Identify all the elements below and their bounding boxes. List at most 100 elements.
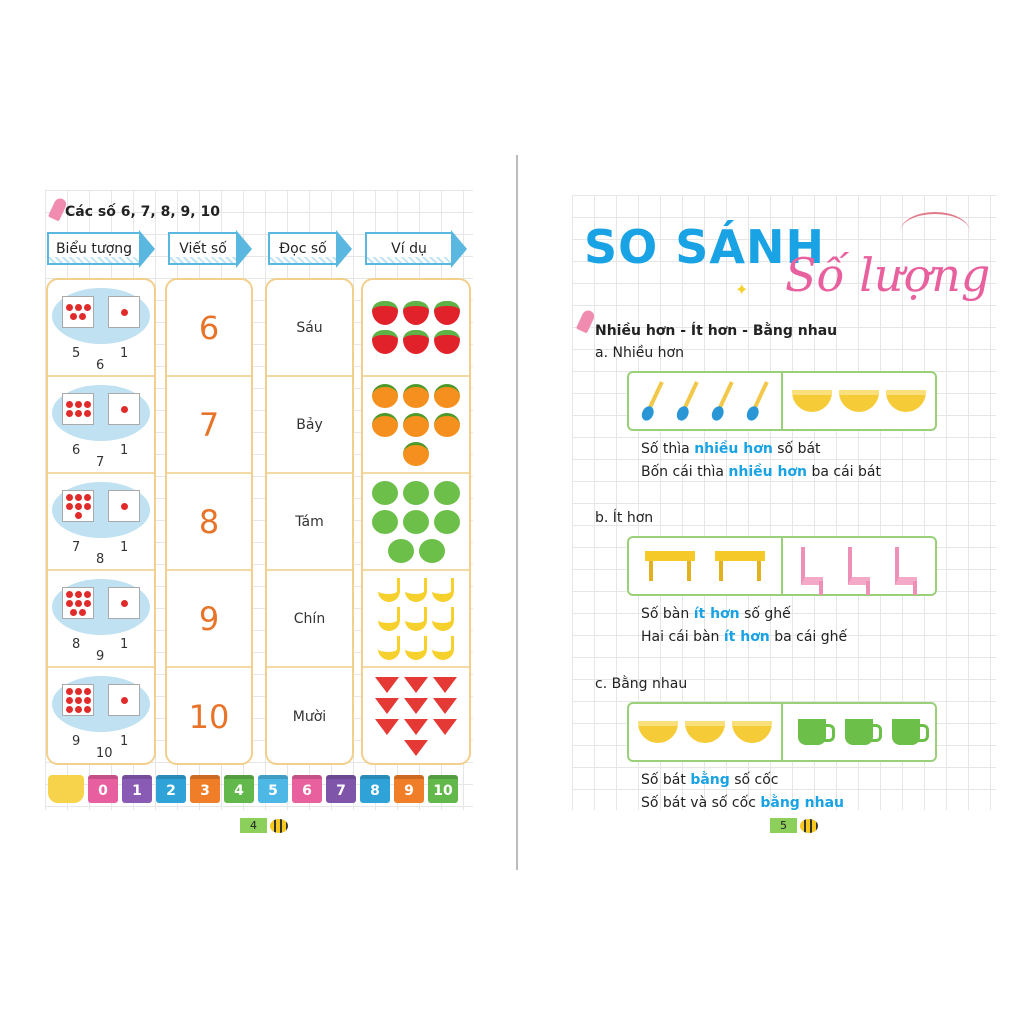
item-group <box>783 373 935 429</box>
die-pip <box>74 705 82 713</box>
die-right <box>108 490 140 522</box>
numeral: 7 <box>198 405 220 444</box>
orange-icon <box>372 383 398 408</box>
table-icon <box>715 551 765 581</box>
die-left <box>62 587 94 619</box>
sentence-part: ba cái ghế <box>769 629 848 645</box>
sum: 9 <box>96 649 105 664</box>
cup-icon <box>891 719 929 745</box>
page-divider <box>516 155 518 870</box>
number-word: Sáu <box>296 319 323 336</box>
numeral-cell: 10 <box>167 668 251 765</box>
sum: 6 <box>96 358 105 373</box>
melon-icon <box>375 677 399 693</box>
addend-left: 8 <box>72 637 81 652</box>
strawberry-icon <box>372 301 398 325</box>
die-pip <box>70 608 77 616</box>
sentence: Bốn cái thìa nhiều hơn ba cái bát <box>641 464 881 480</box>
melon-icon <box>433 677 457 693</box>
sentence: Số thìa nhiều hơn số bát <box>641 441 821 457</box>
strawberry-icon <box>372 330 398 354</box>
banana-icon <box>432 635 454 660</box>
symbol-column: 5 6 1 6 7 1 7 8 1 8 9 1 9 10 1 <box>46 278 156 765</box>
banana-icon <box>432 577 454 602</box>
chair-icon <box>801 547 824 595</box>
highlight-word: bằng <box>690 772 730 788</box>
train-car: 1 <box>122 775 152 803</box>
die-pip <box>70 313 77 320</box>
die-pip <box>65 493 73 501</box>
highlight-word: bằng nhau <box>760 795 845 811</box>
die-pip <box>79 608 86 616</box>
orange-icon <box>434 383 460 408</box>
train-car: 8 <box>360 775 390 803</box>
title-main: SO SÁNH <box>584 220 825 274</box>
example-column <box>361 278 471 765</box>
die-pip <box>74 687 82 695</box>
section-label: b. Ít hơn <box>595 510 654 526</box>
die-left <box>62 490 94 522</box>
die-pip <box>74 304 82 311</box>
die-pip <box>83 599 91 607</box>
addend-left: 5 <box>72 346 81 361</box>
bowl-icon <box>684 721 725 743</box>
melon-icon <box>404 677 428 693</box>
numeral-cell: 9 <box>167 571 251 668</box>
section-label: a. Nhiều hơn <box>595 345 684 361</box>
sentence-part: Hai cái bàn <box>641 629 724 645</box>
train-car: 5 <box>258 775 288 803</box>
header-viet-so: Viết số <box>168 230 252 268</box>
train-car: 7 <box>326 775 356 803</box>
die-left <box>62 296 94 328</box>
item-group <box>629 704 783 760</box>
sentence: Hai cái bàn ít hơn ba cái ghế <box>641 629 847 645</box>
die-pip <box>74 511 82 519</box>
bee-icon <box>800 818 818 833</box>
die-right <box>108 587 140 619</box>
number-word: Mười <box>292 708 327 725</box>
train-car: 6 <box>292 775 322 803</box>
page-number-left: 4 <box>240 818 288 833</box>
arrow-swirl-icon <box>900 212 970 252</box>
addend-right: 1 <box>120 346 129 361</box>
example-cell <box>363 280 469 377</box>
banana-icon <box>378 606 400 631</box>
melon-icon <box>433 698 457 714</box>
die-pip <box>74 590 82 598</box>
melon-icon <box>404 740 428 756</box>
die-pip <box>65 705 73 713</box>
addend-right: 1 <box>120 443 129 458</box>
die-pip <box>83 705 91 713</box>
spoon-icon <box>709 380 736 422</box>
fruit-group <box>371 677 461 756</box>
item-group <box>629 538 783 594</box>
locomotive-icon <box>48 775 84 803</box>
banana-icon <box>432 606 454 631</box>
addend-left: 6 <box>72 443 81 458</box>
die-left <box>62 393 94 425</box>
strawberry-icon <box>403 301 429 325</box>
highlight-word: ít hơn <box>723 629 770 645</box>
strawberry-icon <box>434 330 460 354</box>
banana-icon <box>405 635 427 660</box>
word-cell: Bảy <box>267 377 352 474</box>
die-pip <box>74 493 82 501</box>
die-pip <box>74 502 82 510</box>
table-icon <box>645 551 695 581</box>
word-cell: Mười <box>267 668 352 765</box>
bowl-icon <box>838 390 879 412</box>
bowl-icon <box>792 390 833 412</box>
addend-left: 7 <box>72 540 81 555</box>
banana-icon <box>405 606 427 631</box>
header-vi-du: Ví dụ <box>365 230 467 268</box>
example-cell <box>363 474 469 571</box>
item-group <box>783 704 935 760</box>
spoon-icon <box>639 380 666 422</box>
die-pip <box>120 502 128 510</box>
chair-icon <box>894 547 917 595</box>
sum: 7 <box>96 455 105 470</box>
example-cell <box>363 571 469 668</box>
train-car: 2 <box>156 775 186 803</box>
orange-icon <box>403 383 429 408</box>
